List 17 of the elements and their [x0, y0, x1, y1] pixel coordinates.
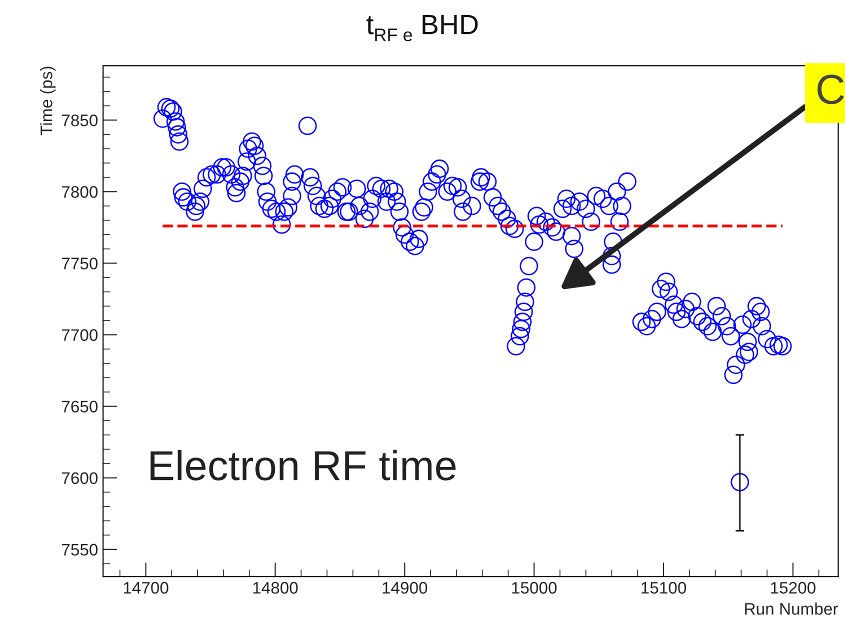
y-tick-label: 7800 — [62, 186, 98, 198]
x-tick-label: 14700 — [124, 582, 168, 594]
y-tick-label: 7650 — [62, 400, 98, 413]
x-tick-label: 14800 — [253, 582, 298, 594]
y-tick-label: 7700 — [62, 329, 98, 341]
annotation: Electron RF time — [150, 450, 456, 480]
y-axis-title: Time (ps) — [40, 66, 56, 136]
annotation: C — [818, 74, 844, 104]
x-axis-title: Run Number — [745, 602, 838, 615]
y-tick-label: 7750 — [62, 258, 98, 270]
x-tick-label: 15100 — [642, 582, 686, 594]
x-tick-label: 14900 — [382, 582, 428, 594]
y-tick-label: 7850 — [62, 114, 98, 126]
y-tick-label: 7600 — [62, 472, 98, 484]
x-tick-label: 15000 — [512, 582, 557, 594]
x-tick-label: 15200 — [771, 582, 816, 594]
y-tick-label: 7550 — [62, 544, 98, 556]
